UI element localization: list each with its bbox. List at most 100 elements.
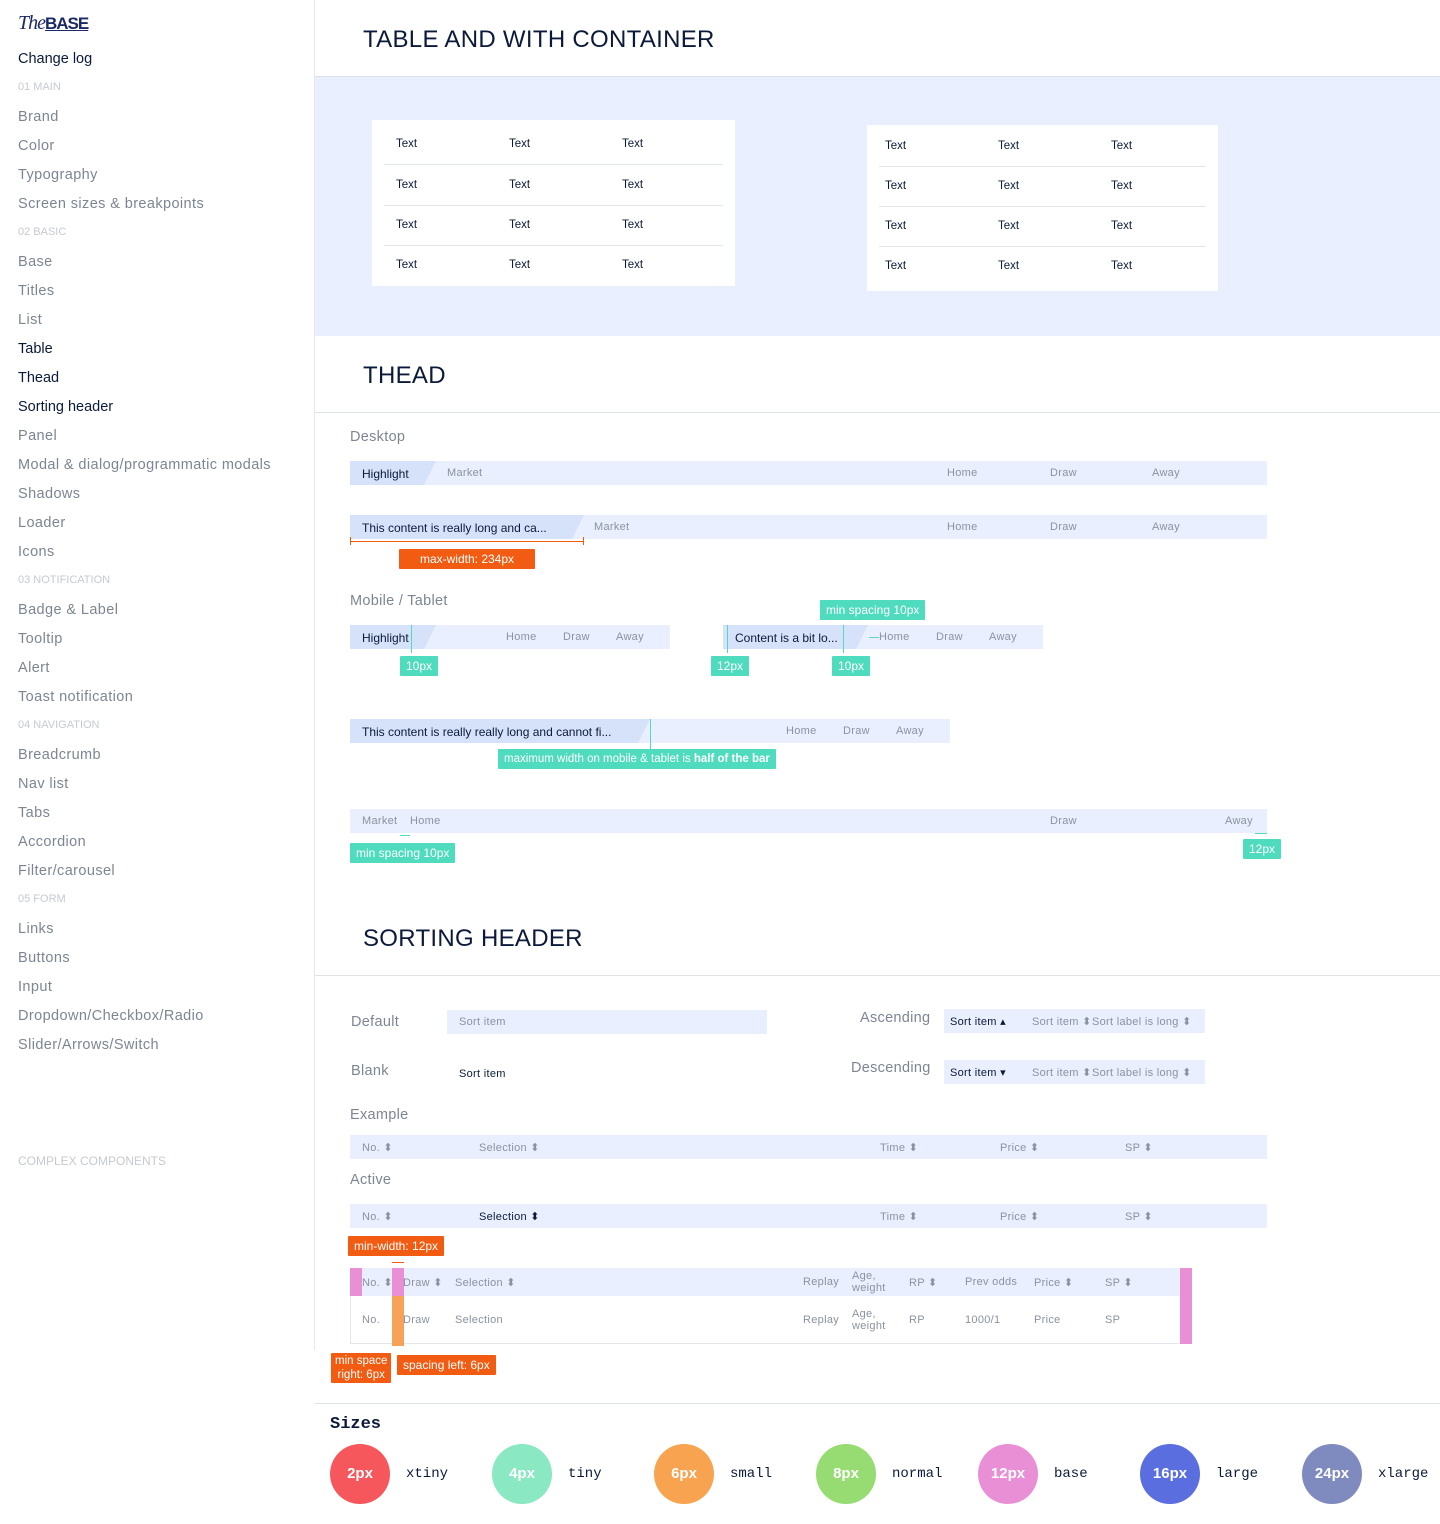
nav-dropdown[interactable]: Dropdown/Checkbox/Radio <box>18 1008 204 1024</box>
nav-buttons[interactable]: Buttons <box>18 950 70 966</box>
sort-price[interactable]: Price ⬍ <box>1000 1211 1040 1223</box>
sort-sp[interactable]: SP ⬍ <box>1125 1211 1153 1223</box>
thead-tablet-bar: Content is a bit lo... Home Draw Away <box>723 625 1043 649</box>
nav-tabs[interactable]: Tabs <box>18 805 51 821</box>
nav-filter-carousel[interactable]: Filter/carousel <box>18 863 116 879</box>
half-bar-tag: maximum width on mobile & tablet is half… <box>498 749 776 769</box>
nav-section-navigation: 04 NAVIGATION <box>18 719 100 731</box>
sort-ascending-bar[interactable]: Sort item ▴ Sort item ⬍ Sort label is lo… <box>944 1009 1205 1033</box>
nav-tooltip[interactable]: Tooltip <box>18 631 63 647</box>
sort-item[interactable]: Sort item ⬍ <box>1032 1016 1092 1028</box>
nav-typography[interactable]: Typography <box>18 167 98 183</box>
nav-thead[interactable]: Thead <box>18 370 60 386</box>
nav-screen-sizes[interactable]: Screen sizes & breakpoints <box>18 196 205 212</box>
sort-draw[interactable]: Draw ⬍ <box>403 1277 443 1289</box>
sort-sp[interactable]: SP ⬍ <box>1125 1142 1153 1154</box>
cell-rp: RP <box>909 1314 925 1326</box>
max-width-measure-line <box>350 541 584 542</box>
cell-prev-odds: 1000/1 <box>965 1314 1001 1326</box>
nav-slider[interactable]: Slider/Arrows/Switch <box>18 1037 159 1053</box>
sort-price[interactable]: Price ⬍ <box>1000 1142 1040 1154</box>
sort-time[interactable]: Time ⬍ <box>880 1211 919 1223</box>
nav-modal[interactable]: Modal & dialog/programmatic modals <box>18 457 271 473</box>
table-without-border: Text Text Text Text Text Text Text Text … <box>867 125 1218 291</box>
table-cell: Text <box>622 259 644 271</box>
sort-item-long[interactable]: Sort label is long ⬍ <box>1092 1067 1192 1079</box>
thead-away: Away <box>616 631 644 643</box>
sort-selection[interactable]: Selection ⬍ <box>479 1142 540 1154</box>
spacing-marker <box>411 625 412 653</box>
spacing-marker <box>400 835 410 836</box>
table-cell: Text <box>1111 260 1133 272</box>
table-row: Text Text Text <box>384 246 723 286</box>
nav-sorting-header[interactable]: Sorting header <box>18 399 114 415</box>
size-swatch: 12px <box>978 1444 1038 1504</box>
nav-panel[interactable]: Panel <box>18 428 58 444</box>
sort-selection-active[interactable]: Selection ⬍ <box>479 1211 540 1223</box>
sort-price[interactable]: Price ⬍ <box>1034 1277 1074 1289</box>
size-name: large <box>1216 1466 1259 1482</box>
table-row: Text Text Text <box>384 206 723 246</box>
thead-away: Away <box>1225 815 1253 827</box>
sort-default-bar[interactable]: Sort item <box>447 1010 767 1034</box>
thead-draw: Draw <box>843 725 870 737</box>
nav-brand[interactable]: Brand <box>18 109 59 125</box>
sort-item[interactable]: Sort item <box>459 1016 506 1028</box>
table-with-container: Text Text Text Text Text Text Text Text … <box>372 120 735 286</box>
sort-no[interactable]: No. ⬍ <box>362 1211 393 1223</box>
size-name: tiny <box>568 1466 602 1482</box>
label-ascending: Ascending <box>860 1010 931 1026</box>
nav-list[interactable]: List <box>18 312 43 328</box>
nav-nav-list[interactable]: Nav list <box>18 776 69 792</box>
label-desktop: Desktop <box>350 429 406 445</box>
logo[interactable]: TheBASE <box>18 12 89 34</box>
nav-accordion[interactable]: Accordion <box>18 834 87 850</box>
nav-color[interactable]: Color <box>18 138 55 154</box>
cell-draw: Draw <box>403 1314 430 1326</box>
thead-desktop-long-bar: This content is really long and ca... Ma… <box>350 515 1267 539</box>
nav-change-log[interactable]: Change log <box>18 51 93 67</box>
table-cell: Text <box>396 219 418 231</box>
nav-titles[interactable]: Titles <box>18 283 55 299</box>
nav-section-complex[interactable]: COMPLEX COMPONENTS <box>18 1154 167 1168</box>
sort-rp[interactable]: RP ⬍ <box>909 1277 938 1289</box>
sort-item[interactable]: Sort item ⬍ <box>1032 1067 1092 1079</box>
sort-no[interactable]: No. ⬍ <box>362 1277 393 1289</box>
spacing-tag-12px: 12px <box>1243 839 1282 859</box>
nav-alert[interactable]: Alert <box>18 660 50 676</box>
sort-time[interactable]: Time ⬍ <box>880 1142 919 1154</box>
sort-item-active[interactable]: Sort item ▾ <box>950 1067 1006 1079</box>
sort-item[interactable]: Sort item <box>459 1068 506 1080</box>
nav-breadcrumb[interactable]: Breadcrumb <box>18 747 101 763</box>
sort-item-long[interactable]: Sort label is long ⬍ <box>1092 1016 1192 1028</box>
size-name: normal <box>892 1466 943 1482</box>
table-cell: Text <box>998 220 1020 232</box>
label-default: Default <box>351 1014 400 1030</box>
size-swatch: 6px <box>654 1444 714 1504</box>
sort-descending-bar[interactable]: Sort item ▾ Sort item ⬍ Sort label is lo… <box>944 1060 1205 1084</box>
nav-icons[interactable]: Icons <box>18 544 55 560</box>
sort-no[interactable]: No. ⬍ <box>362 1142 393 1154</box>
sort-sp[interactable]: SP ⬍ <box>1105 1277 1133 1289</box>
cell-age-weight: Age, weight <box>852 1308 886 1332</box>
thead-draw: Draw <box>1050 815 1077 827</box>
nav-table[interactable]: Table <box>18 341 53 357</box>
nav-base[interactable]: Base <box>18 254 53 270</box>
thead-away: Away <box>1152 467 1180 479</box>
sort-item-active[interactable]: Sort item ▴ <box>950 1016 1006 1028</box>
padding-marker <box>392 1268 404 1296</box>
nav-links[interactable]: Links <box>18 921 54 937</box>
divider <box>315 76 1440 77</box>
table-demo-area: Text Text Text Text Text Text Text Text … <box>315 77 1440 336</box>
nav-toast[interactable]: Toast notification <box>18 689 134 705</box>
padding-marker <box>350 1268 362 1296</box>
table-cell: Text <box>885 220 907 232</box>
table-cell: Text <box>509 179 531 191</box>
sort-blank-bar[interactable]: Sort item <box>447 1062 767 1086</box>
sort-selection[interactable]: Selection ⬍ <box>455 1277 516 1289</box>
nav-loader[interactable]: Loader <box>18 515 66 531</box>
nav-input[interactable]: Input <box>18 979 53 995</box>
nav-badge-label[interactable]: Badge & Label <box>18 602 119 618</box>
nav-shadows[interactable]: Shadows <box>18 486 81 502</box>
spacing-marker <box>727 625 728 653</box>
